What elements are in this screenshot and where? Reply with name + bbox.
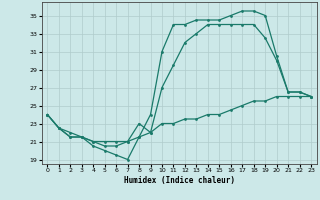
X-axis label: Humidex (Indice chaleur): Humidex (Indice chaleur) [124, 176, 235, 185]
